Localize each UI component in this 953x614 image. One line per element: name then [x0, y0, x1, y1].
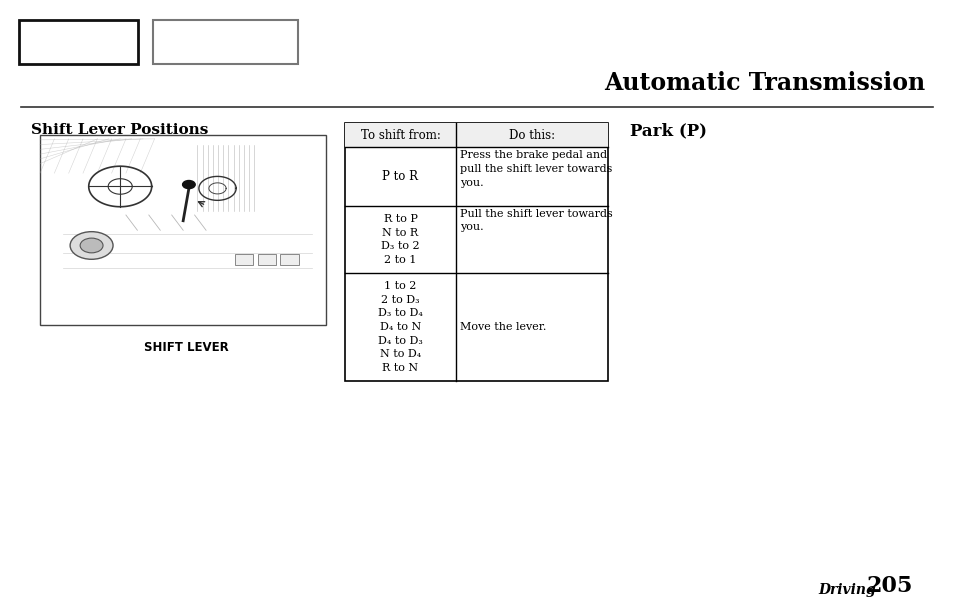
- Text: To shift from:: To shift from:: [360, 128, 440, 142]
- FancyBboxPatch shape: [345, 123, 607, 147]
- Text: Press the brake pedal and
pull the shift lever towards
you.: Press the brake pedal and pull the shift…: [459, 150, 612, 188]
- Text: SHIFT LEVER: SHIFT LEVER: [144, 341, 228, 354]
- Text: Automatic Transmission: Automatic Transmission: [603, 71, 924, 95]
- Text: P to R: P to R: [382, 170, 418, 183]
- Text: Shift Lever Positions: Shift Lever Positions: [30, 123, 208, 137]
- Text: Pull the shift lever towards
you.: Pull the shift lever towards you.: [459, 209, 613, 232]
- FancyBboxPatch shape: [152, 20, 297, 64]
- Text: Park (P): Park (P): [629, 123, 706, 140]
- FancyBboxPatch shape: [345, 123, 607, 381]
- FancyBboxPatch shape: [234, 254, 253, 265]
- Text: Do this:: Do this:: [508, 128, 554, 142]
- FancyBboxPatch shape: [280, 254, 298, 265]
- Text: R to P
N to R
D₃ to 2
2 to 1: R to P N to R D₃ to 2 2 to 1: [381, 214, 419, 265]
- Circle shape: [182, 181, 195, 188]
- FancyBboxPatch shape: [40, 135, 326, 325]
- Text: Driving: Driving: [818, 583, 876, 597]
- Circle shape: [80, 238, 103, 253]
- Text: 1 to 2
2 to D₃
D₃ to D₄
D₄ to N
D₄ to D₃
N to D₄
R to N: 1 to 2 2 to D₃ D₃ to D₄ D₄ to N D₄ to D₃…: [377, 281, 422, 373]
- Circle shape: [71, 231, 112, 259]
- Text: 205: 205: [865, 575, 912, 597]
- Text: Move the lever.: Move the lever.: [459, 322, 546, 332]
- FancyBboxPatch shape: [257, 254, 275, 265]
- FancyBboxPatch shape: [19, 20, 138, 64]
